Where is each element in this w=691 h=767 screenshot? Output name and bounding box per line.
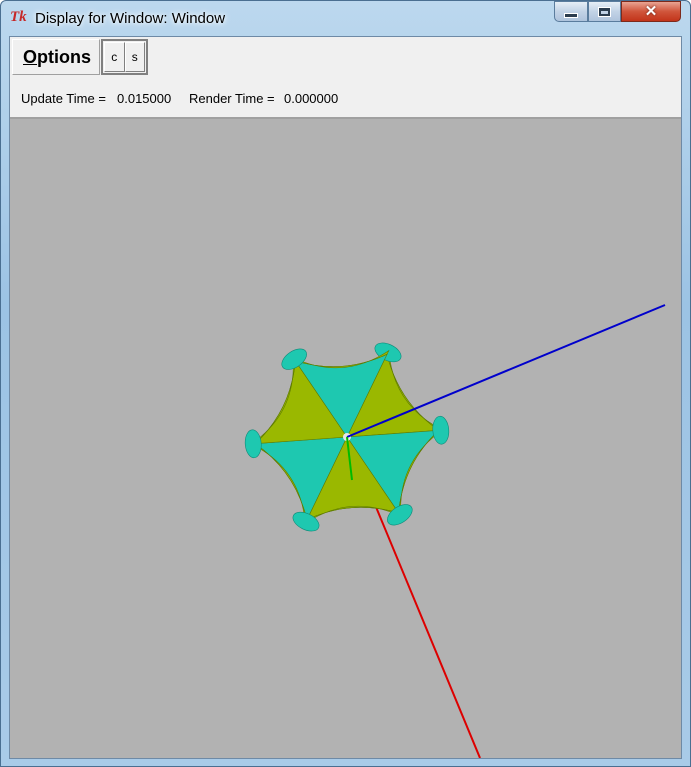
options-label-rest: ptions — [37, 47, 92, 67]
window-title: Display for Window: Window — [35, 10, 226, 27]
toolbar-button-group: c s — [101, 39, 148, 75]
menu-bar: Options c s — [10, 37, 681, 78]
s-button[interactable]: s — [124, 42, 145, 72]
surface-tip — [281, 348, 307, 370]
surface-rim — [292, 349, 390, 369]
minimize-button[interactable] — [554, 1, 588, 22]
render-viewport[interactable] — [10, 119, 681, 758]
c-button[interactable]: c — [104, 42, 125, 72]
surface-tip — [432, 415, 450, 445]
update-time-label: Update Time = — [21, 91, 106, 106]
tk-feather-icon: Tk — [10, 9, 27, 25]
options-accelerator: O — [23, 47, 38, 67]
maximize-icon — [599, 7, 610, 16]
close-button[interactable]: ✕ — [621, 1, 681, 22]
minimize-icon — [565, 14, 577, 17]
render-time-value: 0.000000 — [284, 91, 339, 106]
maximize-button[interactable] — [588, 1, 621, 22]
surface-tip — [292, 511, 320, 532]
render-time-label: Render Time = — [189, 91, 275, 106]
status-bar: Update Time = 0.015000 Render Time = 0.0… — [10, 77, 681, 119]
y-axis-line — [346, 436, 353, 481]
update-time-value: 0.015000 — [117, 91, 172, 106]
title-bar[interactable]: Tk Display for Window: Window ✕ — [1, 1, 690, 35]
surface-tip — [387, 504, 413, 526]
scene-canvas — [244, 304, 666, 758]
surface-tip — [244, 429, 262, 459]
options-menu-button[interactable]: Options — [12, 39, 100, 75]
close-icon: ✕ — [644, 2, 658, 20]
z-axis-line — [346, 304, 666, 438]
client-area: Options c s Update Time = 0.015000 Rende… — [9, 36, 682, 759]
